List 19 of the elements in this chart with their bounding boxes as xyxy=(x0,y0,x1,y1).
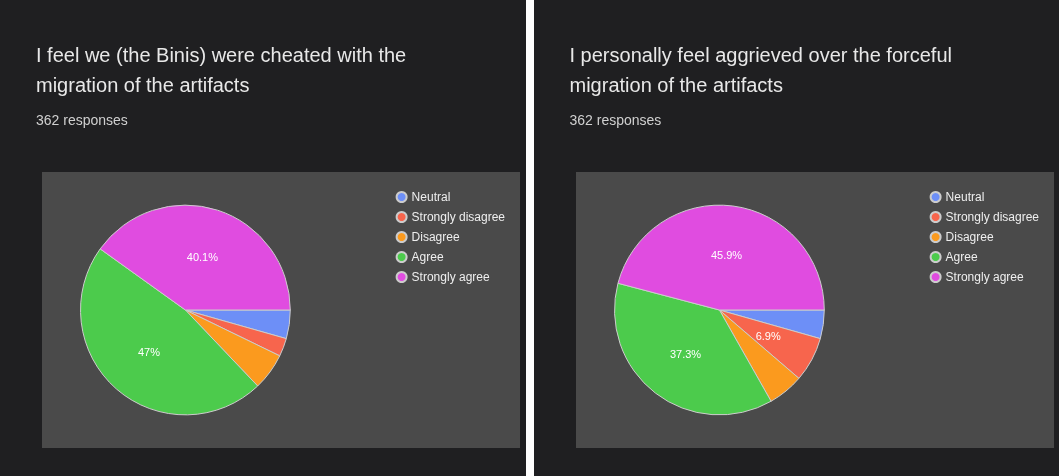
chart-title: I personally feel aggrieved over the forceful migration of the artifacts xyxy=(569,43,953,98)
legend-label: Agree xyxy=(945,250,978,264)
chart-title: I feel we (the Binis) were cheated with the migration of the artifacts xyxy=(36,43,408,98)
chart-subtitle: 362 responses xyxy=(36,112,129,128)
data-label: 6.9% xyxy=(755,330,781,343)
data-label: 45.9% xyxy=(710,249,742,262)
legend-label: Disagree xyxy=(411,230,460,244)
legend-label: Strongly agree xyxy=(945,270,1024,284)
data-label: 37.3% xyxy=(669,347,701,360)
data-label: 40.1% xyxy=(186,251,219,264)
data-label: 47% xyxy=(137,345,161,358)
legend-label: Neutral xyxy=(945,190,984,204)
legend-label: Agree xyxy=(411,250,444,264)
legend-label: Strongly disagree xyxy=(945,210,1039,224)
legend-label: Strongly disagree xyxy=(411,210,506,224)
legend-label: Strongly agree xyxy=(411,270,490,284)
legend-label: Disagree xyxy=(945,230,994,244)
chart-subtitle: 362 responses xyxy=(569,112,663,128)
legend-label: Neutral xyxy=(411,190,451,204)
